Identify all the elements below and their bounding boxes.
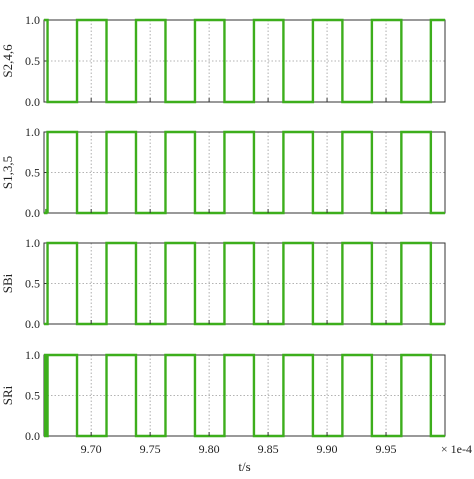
- x-tick-label: 9.80: [199, 442, 220, 456]
- x-tick-label: 9.70: [81, 442, 102, 456]
- series-line-1: [43, 353, 445, 438]
- y-tick-label: 1.0: [25, 236, 40, 250]
- y-tick-label: 0.5: [25, 389, 40, 403]
- x-tick-label: 9.85: [258, 442, 279, 456]
- y-tick-label: 0.0: [25, 206, 40, 220]
- y-axis-label: S2,4,6: [0, 44, 15, 78]
- y-tick-label: 1.0: [25, 125, 40, 139]
- y-tick-label: 1.0: [25, 13, 40, 27]
- y-axis-label: S1,3,5: [0, 156, 15, 189]
- series-line-1: [44, 130, 445, 215]
- y-tick-label: 0.0: [25, 95, 40, 109]
- x-axis-label: t/s: [238, 459, 250, 474]
- y-axis-label: SRi: [0, 385, 15, 405]
- x-tick-label: 9.90: [317, 442, 338, 456]
- y-tick-label: 0.0: [25, 317, 40, 331]
- y-tick-label: 1.0: [25, 348, 40, 362]
- y-tick-label: 0.5: [25, 54, 40, 68]
- series-line-1: [44, 241, 445, 326]
- series-line-1: [44, 18, 445, 104]
- y-tick-label: 0.0: [25, 429, 40, 443]
- y-tick-label: 0.5: [25, 166, 40, 180]
- y-axis-label: SBi: [0, 273, 15, 293]
- x-tick-label: 9.95: [376, 442, 397, 456]
- y-tick-label: 0.5: [25, 277, 40, 291]
- panel-3: 0.0 0.5 1.0 SBi: [0, 236, 446, 331]
- x-scale-note: × 1e-4: [441, 442, 472, 456]
- panel-4: 0.0 0.5 1.0 SRi 9.70 9.75 9.80 9.85 9.90 9.95 t/s ×…: [0, 348, 472, 474]
- x-tick-label: 9.75: [140, 442, 161, 456]
- panel-2: 0.0 0.5 1.0 S1,3,5: [0, 125, 446, 220]
- panel-1: 0.0 0.5 1.0 S2,4,6: [0, 13, 446, 109]
